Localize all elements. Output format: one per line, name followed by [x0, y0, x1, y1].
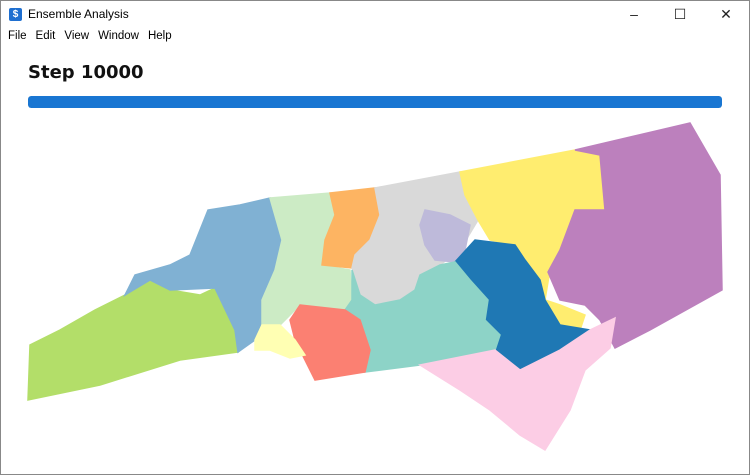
- minimize-button[interactable]: –: [630, 6, 638, 22]
- title-bar: $ Ensemble Analysis – ☐ ✕: [1, 1, 749, 27]
- district-1[interactable]: [27, 279, 239, 401]
- district-12[interactable]: [254, 324, 307, 359]
- district-11[interactable]: [289, 304, 371, 381]
- window-title: Ensemble Analysis: [28, 7, 129, 21]
- progress-fill: [28, 96, 722, 108]
- menu-window[interactable]: Window: [98, 30, 139, 42]
- menu-view[interactable]: View: [64, 30, 90, 42]
- district-8[interactable]: [547, 122, 723, 350]
- district-13[interactable]: [418, 316, 616, 452]
- maximize-button[interactable]: ☐: [673, 5, 687, 22]
- menu-edit[interactable]: Edit: [35, 30, 56, 42]
- menu-bar: File Edit View Window Help: [1, 27, 749, 45]
- menu-file[interactable]: File: [8, 30, 27, 42]
- app-icon: $: [9, 7, 22, 21]
- step-heading: Step 10000: [28, 62, 144, 83]
- progress-bar: [28, 96, 722, 108]
- close-button[interactable]: ✕: [720, 5, 732, 22]
- menu-help[interactable]: Help: [147, 30, 172, 42]
